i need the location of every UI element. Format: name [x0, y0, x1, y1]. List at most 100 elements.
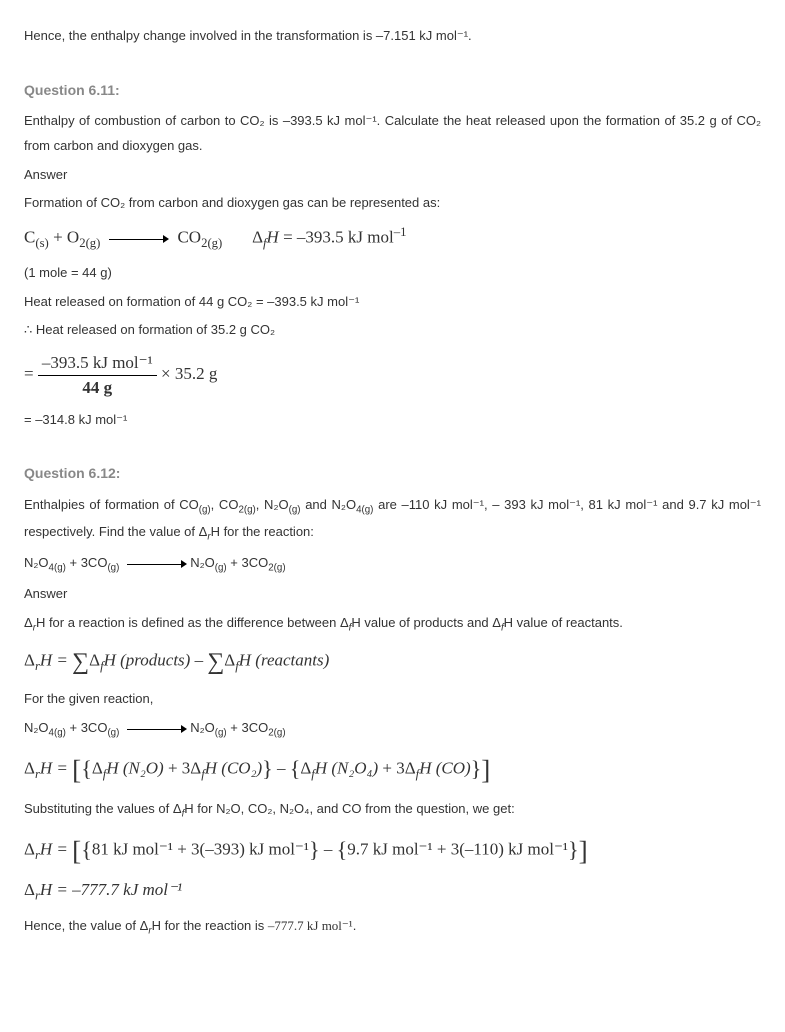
eq-c-sub: (s) [35, 236, 48, 250]
a1b: H for a reaction is defined as the diffe… [36, 615, 349, 630]
ex-plus1: + 3Δ [164, 759, 202, 778]
q612-result: ΔrH = –777.7 kJ mol⁻¹ [24, 878, 761, 905]
p-c: , N₂O [256, 497, 289, 512]
q611-line1: Formation of CO₂ from carbon and dioxyge… [24, 191, 761, 216]
p-d: and N₂O [301, 497, 357, 512]
q612-final: Hence, the value of ΔrH for the reaction… [24, 914, 761, 941]
hess-lhs: Δ [24, 650, 35, 669]
ex-co2: H (CO₂) [205, 759, 262, 778]
res-eq: H = –777.7 kJ mol⁻¹ [40, 880, 182, 899]
hess-minus: – [190, 650, 207, 669]
q612-ans1: ΔrH for a reaction is defined as the dif… [24, 611, 761, 638]
ex-n2o4: H (N₂O₄) [315, 759, 378, 778]
a1a: Δ [24, 615, 33, 630]
hess-d1: Δ [89, 650, 100, 669]
q612-reaction-2: N₂O4(g) + 3CO(g) N₂O(g) + 3CO2(g) [24, 716, 761, 743]
rxn2-plus: + 3CO [66, 720, 108, 735]
fin-b: H for the reaction is [152, 918, 268, 933]
right-brace-icon: } [471, 756, 482, 781]
left-brace-icon: { [337, 837, 348, 862]
p-c-sub: (g) [289, 504, 301, 515]
rxn-n2o4: N₂O [24, 555, 49, 570]
rxn-n2o4-sub: 4(g) [49, 563, 66, 574]
q611-prompt: Enthalpy of combustion of carbon to CO₂ … [24, 109, 761, 158]
p-b: , CO [211, 497, 239, 512]
eq-plus: + [49, 228, 67, 247]
right-brace-icon: } [262, 756, 273, 781]
rxn2-co-sub: (g) [107, 728, 119, 739]
rxn2-n2o4: N₂O [24, 720, 49, 735]
question-612-heading: Question 6.12: [24, 460, 761, 487]
fin-c: . [353, 918, 357, 933]
q611-answer-label: Answer [24, 163, 761, 188]
num-t2: 9.7 kJ mol⁻¹ + 3(–110) kJ mol⁻¹ [347, 840, 568, 859]
eq-val: = –393.5 kJ mol [279, 228, 394, 247]
right-bracket-icon: ] [579, 836, 588, 866]
eq-h: H [267, 228, 279, 247]
p-f: H for the reaction: [211, 524, 314, 539]
eq-o2-sub: 2(g) [79, 236, 100, 250]
q612-subst-line: Substituting the values of ΔfH for N₂O, … [24, 797, 761, 824]
q611-fraction: = –393.5 kJ mol⁻¹44 g × 35.2 g [24, 351, 761, 400]
rxn2-co2-sub: 2(g) [268, 728, 285, 739]
a1c: H value of products and Δ [351, 615, 501, 630]
q612-hess-formula: ΔrH = ∑ΔfH (products) – ∑ΔfH (reactants) [24, 646, 761, 679]
ex-plus2: + 3Δ [378, 759, 416, 778]
delta: Δ [252, 228, 263, 247]
right-bracket-icon: ] [481, 755, 490, 785]
ex-t1: Δ [92, 759, 103, 778]
fin-val: –777.7 kJ mol⁻¹ [268, 918, 353, 933]
left-brace-icon: { [81, 756, 92, 781]
left-brace-icon: { [290, 756, 301, 781]
num-eq: H = [40, 840, 72, 859]
rxn-plus: + 3CO [66, 555, 108, 570]
p-b-sub: 2(g) [238, 504, 255, 515]
num-t1: 81 kJ mol⁻¹ + 3(–393) kJ mol⁻¹ [92, 840, 309, 859]
left-brace-icon: { [81, 837, 92, 862]
ex-lhs: Δ [24, 759, 35, 778]
hess-react: H (reactants) [239, 650, 330, 669]
intro-line: Hence, the enthalpy change involved in t… [24, 24, 761, 49]
q611-line2: Heat released on formation of 44 g CO₂ =… [24, 290, 761, 315]
q612-answer-label: Answer [24, 582, 761, 607]
sigma-icon: ∑ [207, 649, 224, 675]
p-d-sub: 4(g) [356, 504, 373, 515]
a1d: H value of reactants. [504, 615, 623, 630]
right-brace-icon: } [309, 837, 320, 862]
q612-expanded: ΔrH = [{ΔfH (N₂O) + 3ΔfH (CO₂)} – {ΔfH (… [24, 751, 761, 789]
fin-a: Hence, the value of Δ [24, 918, 148, 933]
frac-den: 44 g [38, 376, 157, 400]
rxn2-plus2: + 3CO [227, 720, 269, 735]
eq-sup: –1 [394, 225, 407, 239]
p-a: Enthalpies of formation of CO [24, 497, 199, 512]
rxn-n2o: N₂O [190, 555, 215, 570]
ex-co: H (CO) [419, 759, 470, 778]
right-brace-icon: } [568, 837, 579, 862]
q612-numeric: ΔrH = [{81 kJ mol⁻¹ + 3(–393) kJ mol⁻¹} … [24, 832, 761, 870]
left-bracket-icon: [ [72, 836, 81, 866]
frac-num: –393.5 kJ mol⁻¹ [38, 351, 157, 376]
ex-eq: H = [40, 759, 72, 778]
rxn-n2o-sub: (g) [215, 563, 227, 574]
num-minus: – [320, 840, 337, 859]
q611-result: = –314.8 kJ mol⁻¹ [24, 408, 761, 433]
left-bracket-icon: [ [72, 755, 81, 785]
rxn-plus2: + 3CO [227, 555, 269, 570]
q611-molemass: (1 mole = 44 g) [24, 261, 761, 286]
hess-d2: Δ [224, 650, 235, 669]
ex-minus: – [273, 759, 290, 778]
rxn-co2-sub: 2(g) [268, 563, 285, 574]
sub-a: Substituting the values of Δ [24, 801, 182, 816]
ex-t2: Δ [300, 759, 311, 778]
p-a-sub: (g) [199, 504, 211, 515]
res-lhs: Δ [24, 880, 35, 899]
rxn-co-sub: (g) [107, 563, 119, 574]
eq-c: C [24, 228, 35, 247]
eq-co2: CO [177, 228, 201, 247]
rxn2-n2o4-sub: 4(g) [49, 728, 66, 739]
sub-b: H for N₂O, CO₂, N₂O₄, and CO from the qu… [184, 801, 514, 816]
hess-eq: H = [40, 650, 72, 669]
hess-prod: H (products) [104, 650, 191, 669]
sigma-icon: ∑ [72, 649, 89, 675]
q611-line3: ∴ Heat released on formation of 35.2 g C… [24, 318, 761, 343]
